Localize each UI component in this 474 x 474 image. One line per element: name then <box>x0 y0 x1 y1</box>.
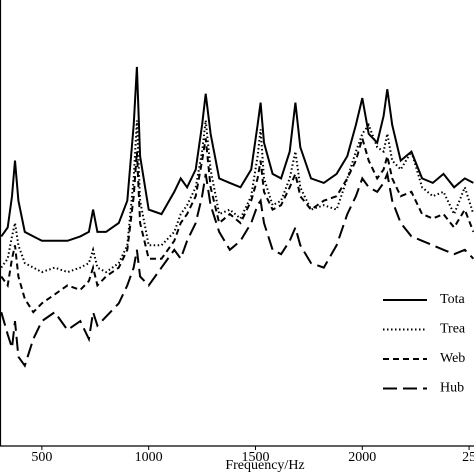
series-line <box>0 170 474 368</box>
x-tick-label: 1500 <box>241 450 269 465</box>
series-line <box>0 120 474 274</box>
x-tick-label: 500 <box>31 450 52 465</box>
x-tick-label: 2000 <box>348 450 376 465</box>
x-tick-label: 1000 <box>135 450 163 465</box>
legend-label: Tota <box>440 292 465 307</box>
series-line <box>0 134 474 314</box>
legend-label: Web <box>440 351 465 366</box>
x-axis-label: Frequency/Hz <box>225 458 304 473</box>
series-line <box>0 66 474 242</box>
x-tick-label: 25 <box>462 450 474 465</box>
legend-label: Hub <box>440 381 464 396</box>
legend-label: Trea <box>440 322 466 337</box>
